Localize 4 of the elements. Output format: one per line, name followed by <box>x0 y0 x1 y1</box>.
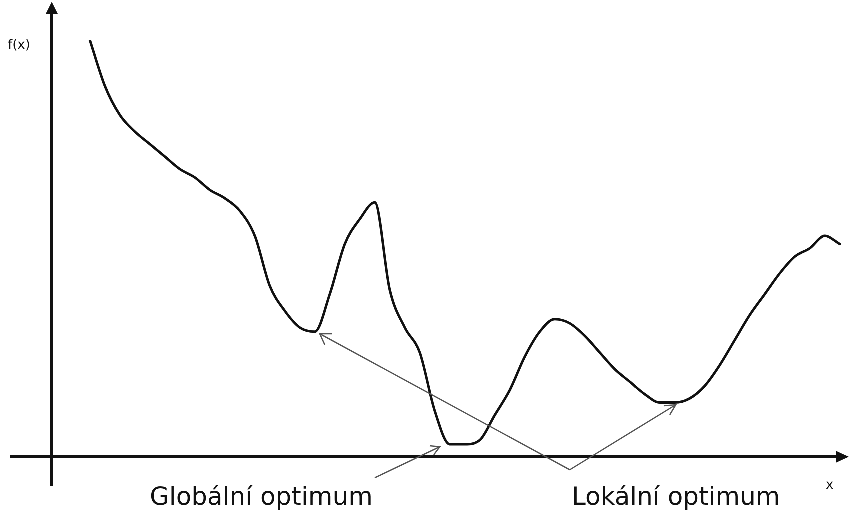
x-axis-title: x <box>826 478 834 493</box>
text: Globální optimum <box>150 482 373 511</box>
text: Lokální optimum <box>572 482 780 511</box>
y-axis-title: f(x) <box>8 38 30 53</box>
